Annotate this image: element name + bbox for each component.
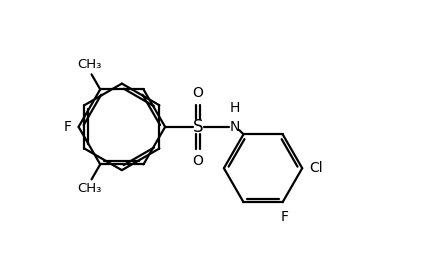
Text: H: H bbox=[229, 100, 240, 115]
Text: F: F bbox=[281, 210, 289, 224]
Text: S: S bbox=[193, 118, 203, 136]
Text: CH₃: CH₃ bbox=[77, 59, 102, 71]
Text: F: F bbox=[63, 120, 71, 134]
Text: Cl: Cl bbox=[310, 161, 323, 175]
Text: N: N bbox=[229, 120, 240, 134]
Text: O: O bbox=[193, 86, 204, 100]
Text: O: O bbox=[193, 154, 204, 168]
Text: CH₃: CH₃ bbox=[77, 182, 102, 195]
